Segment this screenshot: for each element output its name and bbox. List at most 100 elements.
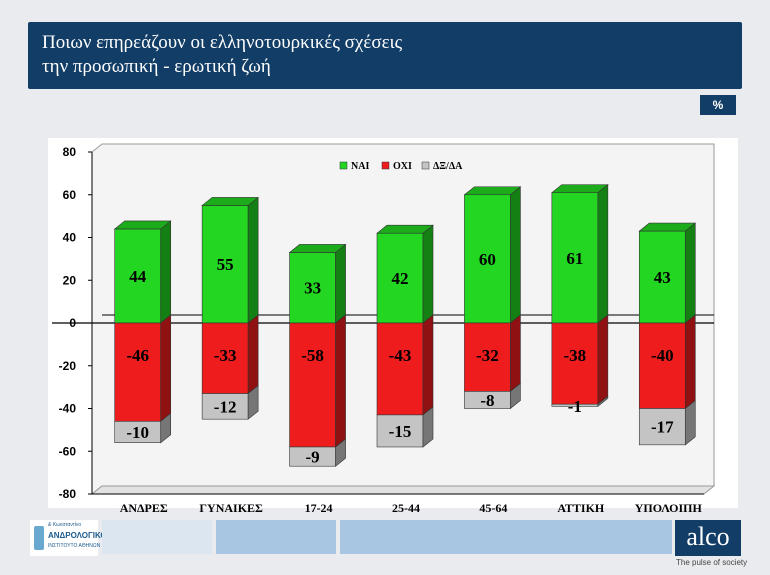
x-category-label: ΑΝΔΡΕΣ [120, 501, 168, 515]
data-label-dk: -15 [389, 422, 412, 441]
bar-yes-side [247, 196, 259, 324]
data-label-yes: 55 [217, 255, 234, 274]
legend-label: ΔΞ/ΔΑ [433, 161, 463, 172]
data-label-dk: -10 [126, 423, 149, 442]
bar-dk-front [376, 414, 424, 448]
andrology-institute-logo: & Κωνσταντίνο ΑΝΔΡΟΛΟΓΙΚΟ ΙΝΣΤΙΤΟΥΤΟ ΑΘΗ… [30, 520, 107, 556]
bar-no-side [422, 314, 434, 416]
y-tick-label: -80 [59, 487, 77, 501]
bar-yes-top [551, 184, 609, 193]
logo-subtitle: ΙΝΣΤΙΤΟΥΤΟ ΑΘΗΝΩΝ [48, 543, 101, 549]
data-label-yes: 33 [304, 279, 321, 298]
bar-dk-side [510, 382, 521, 410]
legend: ΝΑΙ ΟΧΙ ΔΞ/ΔΑ [339, 161, 463, 172]
bar-yes-front [114, 228, 162, 324]
bar-no-front [201, 322, 249, 394]
data-label-yes: 42 [392, 269, 409, 288]
bar-yes-top [113, 220, 172, 230]
bar-no [201, 314, 259, 395]
bar-dk-side [335, 438, 346, 467]
bar-chart: 806040200-20-40-60-8044-46-10ΑΝΔΡΕΣ55-33… [48, 138, 738, 515]
bar-no-side [597, 314, 609, 405]
alco-tagline: The pulse of society [676, 558, 748, 567]
legend-label: ΟΧΙ [393, 161, 412, 172]
x-category-label: 17-24 [305, 501, 333, 515]
plot-floor [90, 485, 716, 495]
unit-badge: % [700, 95, 736, 115]
bar-no-side [510, 314, 521, 393]
bar-dk [464, 382, 521, 410]
bar-yes-top [376, 224, 434, 234]
y-tick-label: 60 [63, 188, 77, 202]
bar-no-front [638, 322, 686, 409]
x-category-label: 25-44 [392, 501, 420, 515]
bar-dk [638, 399, 696, 446]
data-label-yes: 43 [654, 268, 671, 287]
y-tick-label: -40 [59, 402, 77, 416]
data-label-no: -38 [564, 346, 587, 365]
bar-no-front [114, 322, 162, 422]
institute-emblem-icon [34, 526, 44, 550]
legend-swatch [339, 161, 348, 170]
bar-dk [551, 395, 609, 407]
data-label-dk: -8 [480, 391, 494, 410]
bar-dk-front [638, 408, 686, 446]
y-tick-label: -60 [59, 444, 77, 458]
bar-dk [289, 438, 346, 467]
data-label-dk: -17 [651, 418, 674, 437]
y-tick-label: 20 [63, 273, 77, 287]
bar-no [376, 314, 434, 416]
bar-yes-side [684, 222, 696, 324]
bar-yes [551, 183, 609, 324]
footer-strip-1 [102, 520, 212, 554]
x-category-label: ΥΠΟΛΟΙΠΗ [635, 501, 703, 515]
bar-yes-side [510, 186, 521, 324]
bar-yes [201, 196, 259, 324]
bar-yes [638, 222, 697, 324]
y-tick-label: 40 [63, 231, 77, 245]
bar-dk-front [201, 393, 249, 420]
bar-yes-front [376, 232, 424, 324]
bar-yes [463, 186, 522, 324]
bar-dk-side [597, 395, 609, 407]
bar-dk [376, 406, 434, 448]
data-label-yes: 60 [479, 250, 496, 269]
x-category-label: 45-64 [479, 501, 507, 515]
data-label-no: -43 [389, 346, 412, 365]
bar-yes-top [463, 186, 522, 196]
bar-yes-top [638, 222, 697, 232]
bar-yes-front [638, 230, 686, 324]
bar-no-front [376, 322, 424, 416]
data-label-dk: -1 [568, 397, 582, 416]
x-category-label: ΑΤΤΙΚΗ [557, 501, 605, 515]
footer-strip-2 [216, 520, 336, 554]
logo-small-text: & Κωνσταντίνο [48, 522, 82, 528]
bar-dk-side [247, 384, 259, 420]
alco-brand: alco [686, 522, 730, 551]
bar-no-side [684, 314, 696, 410]
legend-label: ΝΑΙ [351, 161, 369, 172]
bar-no-front [289, 322, 336, 448]
data-label-no: -40 [651, 346, 674, 365]
bar-dk-side [422, 406, 434, 448]
bar-yes-side [335, 243, 346, 324]
bar-dk [201, 384, 259, 420]
bar-yes-top [288, 244, 347, 253]
y-tick-label: -20 [59, 359, 77, 373]
data-label-yes: 44 [129, 267, 147, 286]
data-label-no: -46 [126, 346, 149, 365]
bar-no [638, 314, 696, 410]
bar-no [114, 314, 172, 422]
data-label-no: -58 [301, 346, 324, 365]
alco-logo: alco [675, 520, 741, 556]
bar-no-side [335, 314, 346, 448]
data-label-no: -32 [476, 346, 499, 365]
chart-title-line-2: την προσωπική - ερωτική ζωή [42, 56, 271, 77]
bar-yes [288, 243, 347, 324]
chart-title-line-1: Ποιων επηρεάζουν οι ελληνοτουρκικές σχέσ… [42, 32, 403, 53]
bar-yes [113, 220, 172, 324]
bar-yes-top [201, 197, 259, 206]
bar-dk-side [160, 412, 172, 444]
bar-yes-side [160, 220, 172, 324]
data-label-no: -33 [214, 346, 237, 365]
